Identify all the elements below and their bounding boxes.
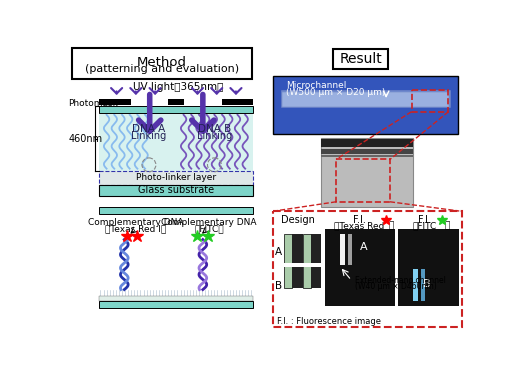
Text: DNA A: DNA A xyxy=(132,124,165,134)
Bar xyxy=(321,149,413,154)
Text: （FITC: （FITC xyxy=(412,221,437,230)
Bar xyxy=(273,211,461,327)
Bar xyxy=(273,76,458,134)
Bar xyxy=(99,296,253,301)
Text: F.I. : Fluorescence image: F.I. : Fluorescence image xyxy=(277,316,381,326)
Bar xyxy=(321,138,413,207)
Bar xyxy=(99,171,253,185)
Text: 460nm: 460nm xyxy=(68,134,102,144)
Bar xyxy=(99,207,253,214)
Bar xyxy=(321,139,413,147)
Bar xyxy=(421,269,425,301)
Bar xyxy=(292,234,303,288)
Bar xyxy=(311,234,322,288)
Text: （Texas Red: （Texas Red xyxy=(334,221,384,230)
Bar xyxy=(99,99,253,105)
Bar xyxy=(284,263,322,267)
Bar xyxy=(336,160,390,202)
Bar xyxy=(99,113,253,171)
Text: (W500 μm × D20 μm): (W500 μm × D20 μm) xyxy=(286,88,385,97)
Text: ）: ） xyxy=(445,221,450,230)
Text: Linking: Linking xyxy=(197,132,232,141)
Bar xyxy=(99,301,253,308)
Text: UV light（365nm）: UV light（365nm） xyxy=(133,83,223,92)
Bar xyxy=(411,90,448,112)
Bar xyxy=(303,234,311,288)
Text: Design: Design xyxy=(281,215,314,225)
Text: F.I.: F.I. xyxy=(353,215,365,225)
Bar xyxy=(184,99,222,105)
Text: Result: Result xyxy=(339,52,382,66)
Bar xyxy=(99,105,253,113)
Text: ）: ） xyxy=(388,221,394,230)
Bar xyxy=(284,234,292,288)
Text: Complementary DNA: Complementary DNA xyxy=(88,218,184,227)
Bar xyxy=(325,229,395,306)
Text: Photomask: Photomask xyxy=(68,99,118,108)
Bar xyxy=(131,99,168,105)
Text: B: B xyxy=(275,281,282,291)
Text: Complementary DNA: Complementary DNA xyxy=(161,218,257,227)
Text: (patterning and evaluation): (patterning and evaluation) xyxy=(85,64,239,74)
Bar xyxy=(398,229,459,306)
Text: A: A xyxy=(360,242,367,252)
Bar xyxy=(348,234,352,265)
FancyBboxPatch shape xyxy=(72,48,252,78)
Text: B: B xyxy=(423,279,431,289)
FancyBboxPatch shape xyxy=(333,49,388,69)
Text: Photo-linker layer: Photo-linker layer xyxy=(136,174,216,182)
Text: （Texas Red I）: （Texas Red I） xyxy=(105,224,167,233)
Bar xyxy=(281,90,450,107)
Text: (W40 μm × D460nm): (W40 μm × D460nm) xyxy=(355,282,437,291)
Bar xyxy=(340,234,345,265)
Bar xyxy=(99,185,253,196)
Bar xyxy=(282,92,448,105)
Text: DNA B: DNA B xyxy=(198,124,231,134)
Bar xyxy=(413,269,418,301)
Text: （FITC）: （FITC） xyxy=(194,224,224,233)
Text: A: A xyxy=(275,247,282,257)
Text: Microchannel: Microchannel xyxy=(286,81,347,90)
Text: Linking: Linking xyxy=(132,132,167,141)
Text: Method: Method xyxy=(137,56,187,69)
Bar xyxy=(321,155,413,157)
Text: Extended-nano channel: Extended-nano channel xyxy=(355,276,446,285)
Text: F.I.: F.I. xyxy=(418,215,431,225)
Text: Glass substrate: Glass substrate xyxy=(138,185,214,195)
